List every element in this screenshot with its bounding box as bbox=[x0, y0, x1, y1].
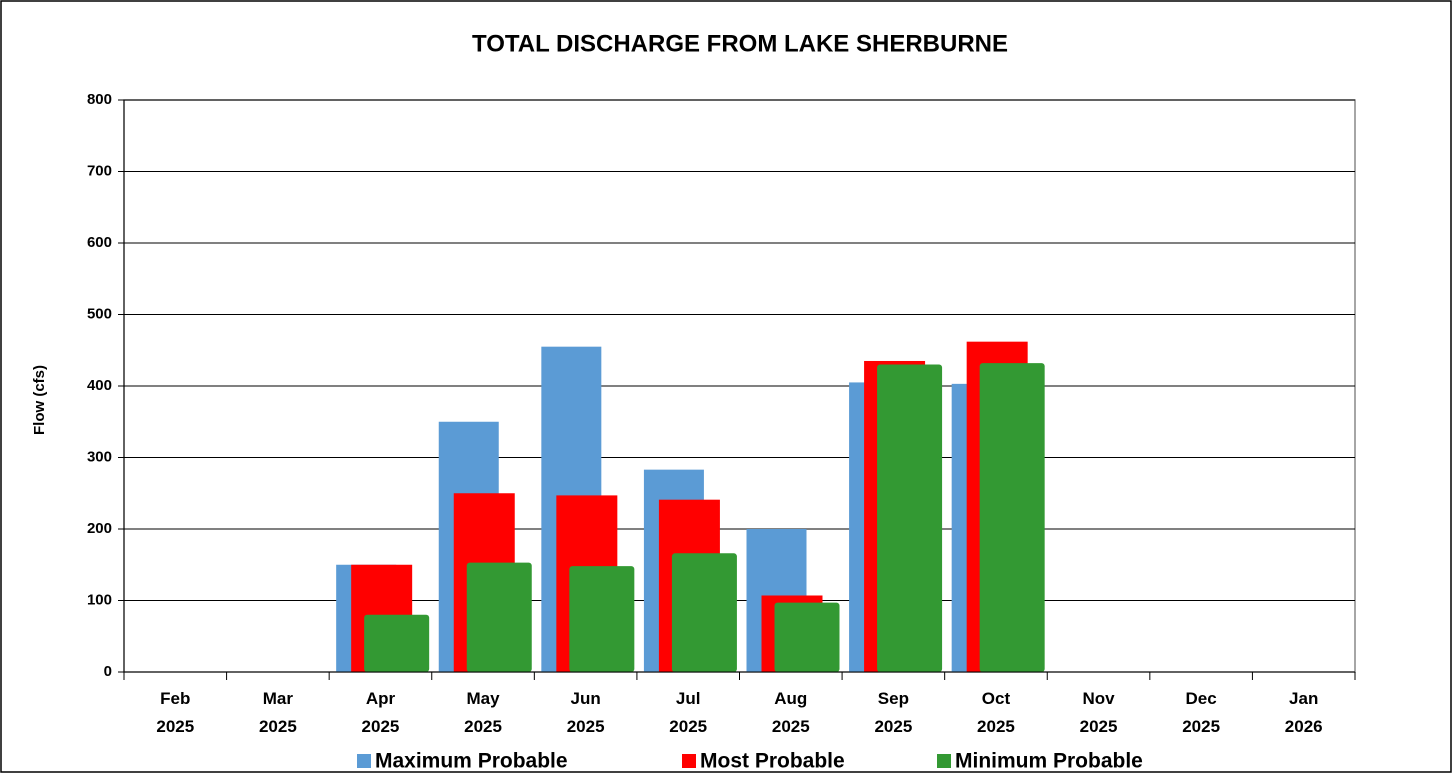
x-tick-label: Apr 2025 bbox=[362, 689, 400, 736]
x-tick-label: Dec 2025 bbox=[1182, 689, 1220, 736]
x-tick-label: Nov 2025 bbox=[1080, 689, 1118, 736]
x-tick-label: Mar 2025 bbox=[259, 689, 297, 736]
x-tick-label: May 2025 bbox=[464, 689, 502, 736]
y-tick-label: 100 bbox=[87, 591, 112, 608]
y-tick-label: 300 bbox=[87, 448, 112, 465]
x-tick-label: Aug 2025 bbox=[772, 689, 810, 736]
y-tick-label: 400 bbox=[87, 377, 112, 394]
x-tick-label: Oct 2025 bbox=[977, 689, 1015, 736]
bar bbox=[877, 364, 943, 672]
y-tick-label: 200 bbox=[87, 520, 112, 537]
legend-label: Minimum Probable bbox=[955, 750, 1143, 773]
bar bbox=[364, 614, 430, 672]
y-tick-label: 600 bbox=[87, 234, 112, 251]
y-tick-label: 800 bbox=[87, 91, 112, 108]
y-axis-label: Flow (cfs) bbox=[31, 365, 48, 435]
bar bbox=[569, 566, 635, 672]
x-tick-label: Jun 2025 bbox=[567, 689, 605, 736]
bar bbox=[466, 562, 532, 672]
legend-label: Maximum Probable bbox=[375, 750, 568, 773]
y-tick-label: 0 bbox=[104, 663, 112, 680]
bar bbox=[671, 553, 737, 672]
x-tick-label: Sep 2025 bbox=[874, 689, 912, 736]
legend-swatch bbox=[937, 754, 951, 768]
legend-swatch bbox=[357, 754, 371, 768]
x-tick-label: Feb 2025 bbox=[156, 689, 194, 736]
legend-swatch bbox=[682, 754, 696, 768]
chart-title: TOTAL DISCHARGE FROM LAKE SHERBURNE bbox=[472, 30, 1008, 57]
bar bbox=[774, 602, 840, 672]
x-tick-label: Jan 2026 bbox=[1285, 689, 1323, 736]
bar bbox=[979, 363, 1045, 672]
y-tick-label: 700 bbox=[87, 162, 112, 179]
x-tick-label: Jul 2025 bbox=[669, 689, 707, 736]
y-tick-label: 500 bbox=[87, 305, 112, 322]
legend-label: Most Probable bbox=[700, 750, 845, 773]
